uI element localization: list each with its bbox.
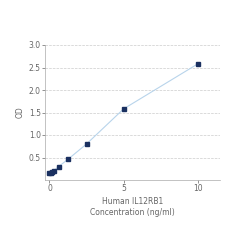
Y-axis label: OD: OD xyxy=(16,106,24,118)
X-axis label: Human IL12RB1
Concentration (ng/ml): Human IL12RB1 Concentration (ng/ml) xyxy=(90,197,175,217)
